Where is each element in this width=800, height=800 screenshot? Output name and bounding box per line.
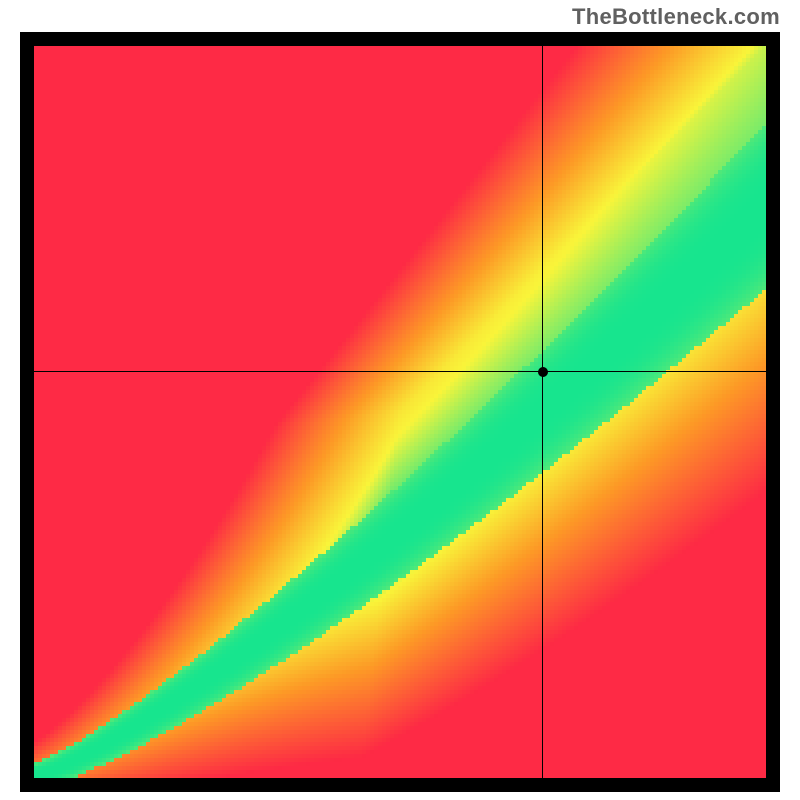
watermark-text: TheBottleneck.com — [572, 4, 780, 30]
heatmap-canvas — [34, 46, 766, 778]
marker-dot — [538, 367, 548, 377]
crosshair-vertical — [542, 46, 543, 778]
plot-area — [20, 32, 780, 792]
crosshair-horizontal — [34, 371, 766, 372]
heatmap-canvas-wrap — [34, 46, 766, 778]
chart-container: TheBottleneck.com — [0, 0, 800, 800]
